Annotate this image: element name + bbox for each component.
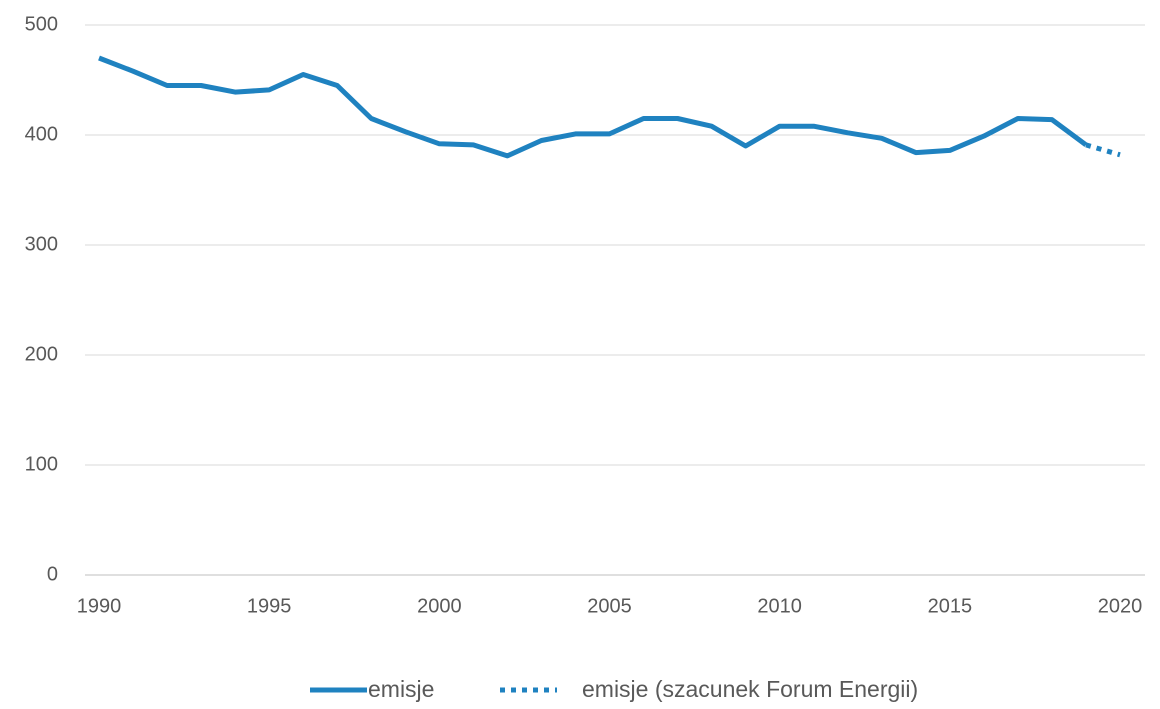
y-tick-label: 500	[25, 13, 58, 35]
x-tick-label: 2000	[417, 595, 462, 617]
y-tick-label: 300	[25, 233, 58, 255]
x-tick-label: 2015	[928, 595, 973, 617]
x-tick-label: 2020	[1098, 595, 1143, 617]
y-tick-label: 0	[47, 563, 58, 585]
x-tick-label: 1990	[77, 595, 122, 617]
line	[1085, 142, 1121, 158]
y-tick-label: 200	[25, 343, 58, 365]
legend-label: emisje (szacunek Forum Energii)	[582, 676, 918, 702]
legend-label: emisje	[368, 676, 434, 702]
x-tick-label: 2005	[587, 595, 632, 617]
x-tick-label: 2010	[757, 595, 802, 617]
y-tick-label: 100	[25, 453, 58, 475]
y-tick-label: 400	[25, 123, 58, 145]
line	[98, 55, 1088, 159]
x-tick-label: 1995	[247, 595, 292, 617]
